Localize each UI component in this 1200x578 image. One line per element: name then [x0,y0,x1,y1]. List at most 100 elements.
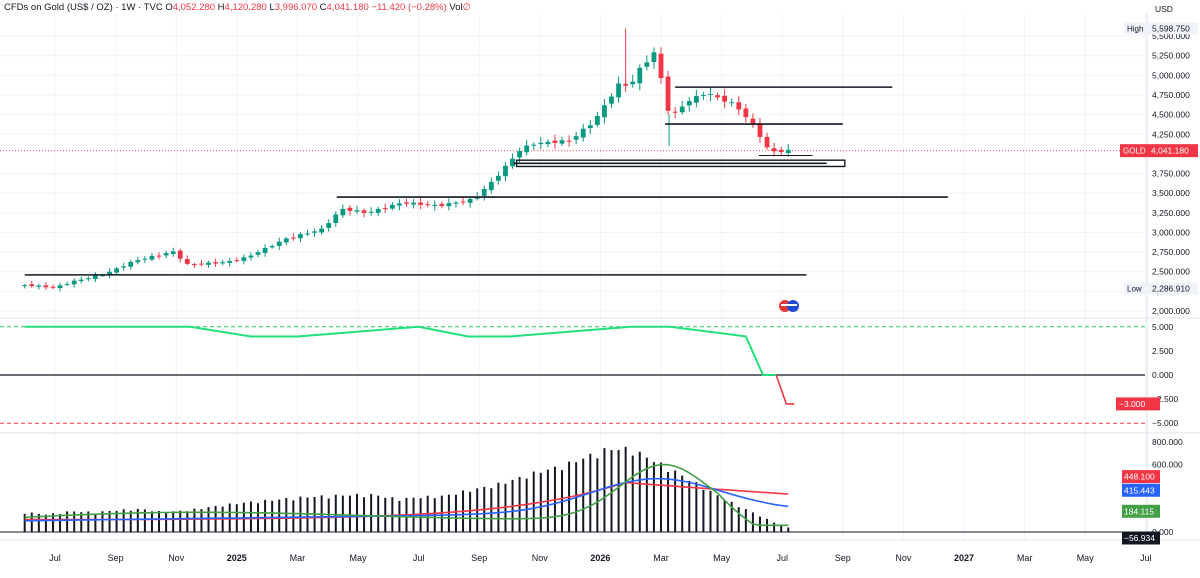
last-price-symbol: GOLD [1123,147,1146,156]
candle [658,47,664,84]
candle-body [283,238,289,243]
candle-body [538,142,544,145]
histogram-bar [716,495,719,532]
candle-body [488,181,494,191]
candle [651,47,657,69]
candle [128,259,134,270]
candle-body [319,228,325,233]
candle [701,91,706,101]
candle [340,204,346,218]
candle [149,252,155,262]
time-tick-label: Jul [413,553,425,563]
candle [276,237,282,250]
candle-body [241,257,247,261]
candle-body [651,52,657,63]
candle-body [467,199,473,203]
histogram-bar [122,509,125,532]
osc-tick-label: −2.500 [1152,394,1179,404]
histogram-bar [66,511,69,532]
volume-pane [0,446,1145,533]
candle-body [156,255,162,257]
histogram-bar [172,511,175,532]
candle-body [234,260,240,262]
candle [382,203,388,214]
candle-body [736,102,742,110]
candle [107,268,112,279]
high-value: 4,120.280 [224,2,267,13]
candle-body [142,258,148,260]
candle-body [163,253,169,256]
candle-body [347,207,353,211]
histogram-bar [129,510,132,532]
histogram-bar [165,513,168,532]
candle [85,276,91,282]
low-badge-value: 2,286.910 [1152,283,1190,293]
histogram-bar [730,501,733,532]
candle [644,55,650,71]
vol-badge-value: 184.115 [1124,506,1154,516]
candle [220,259,226,266]
histogram-bar [617,450,620,532]
candle-body [389,204,395,209]
candle [764,132,770,150]
osc-line-green [24,325,777,376]
candle-body [609,96,614,104]
candle-body [368,211,374,213]
candle-body [170,251,176,255]
candle [326,219,332,232]
candle-body [602,105,607,118]
close-label: C [319,2,327,13]
histogram-bar [780,524,783,532]
candle [708,87,713,102]
candle [630,74,636,88]
price-tick-label: 3,000.000 [1152,227,1190,237]
candle [163,250,169,259]
candle [453,200,459,208]
flag-stripe [781,304,797,306]
candle-body [679,106,685,113]
candle-body [71,280,77,285]
vol-badge-value: 415.443 [1124,485,1155,495]
candle [361,208,367,218]
candle [269,244,275,249]
candle [29,281,35,288]
oscillator-pane [0,325,1145,424]
histogram-bar [285,498,288,532]
histogram-bar [370,494,373,532]
symbol-title[interactable]: CFDs on Gold (US$ / OZ) · 1W · TVC [4,2,163,13]
candle [177,248,183,263]
candle-body [481,188,487,196]
histogram-bar [115,510,118,532]
candle [114,266,120,275]
candle-body [85,278,91,280]
time-tick-label: Nov [168,553,185,563]
low-badge-label: Low [1127,284,1142,293]
candle-body [418,202,424,205]
osc-line-red [775,374,795,405]
candle-body [644,62,650,67]
histogram-bar [744,509,747,532]
price-tick-label: 2,750.000 [1152,247,1190,257]
histogram-bar [610,450,613,532]
histogram-bar [101,511,104,532]
candle-body [93,275,98,279]
candle [785,144,791,158]
candle-body [269,246,275,248]
candle [71,278,77,288]
candle [319,224,325,235]
histogram-bar [44,514,47,532]
price-tick-label: 4,750.000 [1152,90,1190,100]
histogram-bar [596,458,599,532]
candle [234,257,240,263]
candle [50,284,56,290]
time-tick-label: 2025 [227,553,247,563]
candle-body [750,118,756,125]
candle-body [693,96,699,103]
candle [333,211,339,227]
time-tick-label: May [1077,553,1095,563]
candle [757,118,763,143]
candle-body [743,108,749,118]
histogram-bar [292,500,295,532]
price-pane [0,28,1145,312]
